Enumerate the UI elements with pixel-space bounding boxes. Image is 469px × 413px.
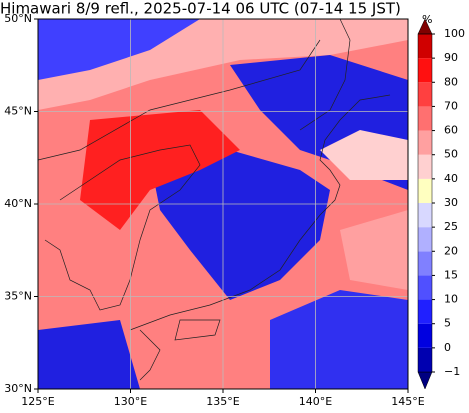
y-tick-label: 40°N <box>4 197 32 210</box>
colorbar-label: 60 <box>444 124 458 137</box>
colorbar-band <box>418 275 432 300</box>
map-frame <box>37 18 409 390</box>
x-tick-label: 140°E <box>299 395 332 408</box>
colorbar-band <box>418 227 432 252</box>
title: Himawari 8/9 refl., 2025-07-14 06 UTC (0… <box>0 0 401 18</box>
colorbar-label: 50 <box>444 148 458 161</box>
colorbar-label: 70 <box>444 99 458 112</box>
colorbar-label: 10 <box>444 293 458 306</box>
x-tick-label: 125°E <box>21 395 54 408</box>
colorbar-label: 40 <box>444 172 458 185</box>
x-tick-label: 145°E <box>391 395 424 408</box>
colorbar-band <box>418 130 432 155</box>
colorbar-label: 100 <box>444 27 465 40</box>
x-tick-label: 130°E <box>114 395 147 408</box>
colorbar-label: 25 <box>444 220 458 233</box>
colorbar-band <box>418 154 432 179</box>
colorbar-label: 30 <box>444 196 458 209</box>
colorbar-band <box>418 58 432 83</box>
x-tick-label: 135°E <box>206 395 239 408</box>
colorbar-band <box>418 82 432 107</box>
colorbar-label: 80 <box>444 75 458 88</box>
colorbar-band <box>418 203 432 228</box>
colorbar-band <box>418 251 432 276</box>
colorbar-label: 90 <box>444 51 458 64</box>
colorbar-label: 15 <box>444 268 458 281</box>
colorbar-label: 0 <box>444 341 451 354</box>
colorbar-band <box>418 299 432 324</box>
colorbar-label: 5 <box>444 317 451 330</box>
colorbar-label: 20 <box>444 244 458 257</box>
colorbar-band <box>418 178 432 203</box>
colorbar-band <box>418 347 432 372</box>
colorbar-band <box>418 34 432 59</box>
y-tick-label: 45°N <box>4 105 32 118</box>
colorbar-band <box>418 106 432 131</box>
y-tick-label: 30°N <box>4 382 32 395</box>
colorbar-band <box>418 323 432 348</box>
colorbar-extend-low <box>417 371 433 390</box>
y-tick-label: 50°N <box>4 12 32 25</box>
colorbar-label: −1 <box>444 365 460 378</box>
colorbar-unit: % <box>422 13 432 26</box>
y-tick-label: 35°N <box>4 290 32 303</box>
